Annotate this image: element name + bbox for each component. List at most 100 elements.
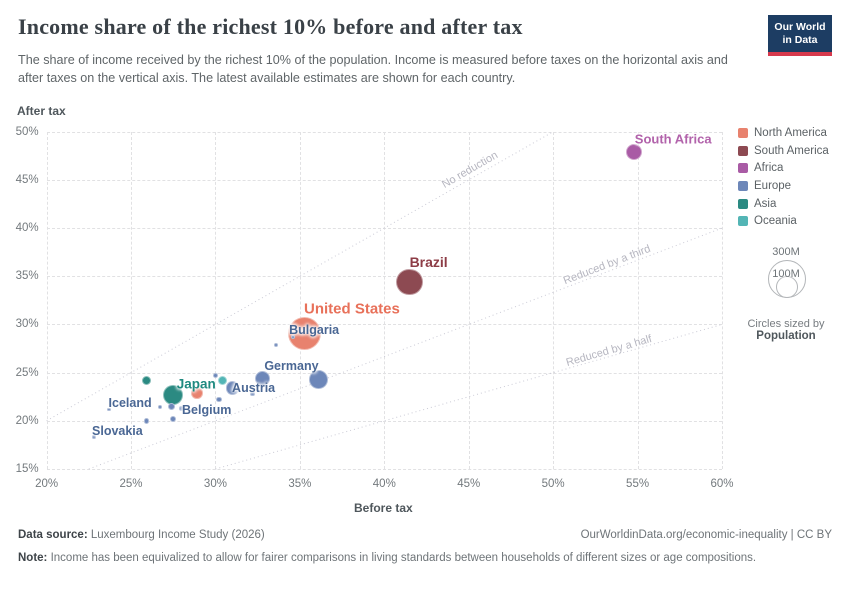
x-axis-title: Before tax	[354, 501, 413, 515]
country-label-brazil: Brazil	[409, 254, 448, 271]
legend-label: Europe	[754, 179, 792, 192]
gridline-x-50	[553, 131, 555, 469]
gridline-x-60	[722, 131, 723, 469]
legend-label: Africa	[754, 162, 784, 175]
legend-label: Oceania	[754, 215, 797, 228]
logo-line-2: in Data	[782, 33, 818, 46]
legend-item-south-america[interactable]: South America	[738, 142, 846, 160]
x-tick-label: 50%	[541, 478, 565, 490]
y-tick-label: 45%	[15, 173, 39, 186]
data-point-germany[interactable]	[309, 370, 328, 389]
logo-line-1: Our World	[774, 21, 826, 34]
x-tick-label: 35%	[288, 478, 312, 490]
legend-item-asia[interactable]: Asia	[738, 195, 846, 213]
gridline-y-15	[46, 469, 722, 470]
legend-item-oceania[interactable]: Oceania	[738, 212, 846, 230]
legend-label: South America	[754, 144, 829, 157]
data-point-north-america[interactable]	[191, 387, 203, 399]
legend-swatch	[738, 127, 748, 138]
gridline-y-35	[46, 276, 722, 278]
y-tick-label: 25%	[15, 366, 39, 379]
size-legend-caption: Circles sized by Population	[747, 318, 825, 342]
size-legend-small-label: 100M	[772, 268, 800, 280]
y-tick-label: 15%	[15, 463, 39, 475]
gridline-x-55	[637, 131, 639, 469]
data-point-europe[interactable]	[255, 370, 271, 386]
x-tick-label: 20%	[35, 478, 59, 490]
x-tick-label: 60%	[710, 478, 734, 490]
data-point-europe[interactable]	[225, 381, 240, 395]
data-point-iceland[interactable]	[107, 407, 111, 411]
country-label-united-states: United States	[304, 300, 400, 318]
data-point-europe[interactable]	[212, 373, 218, 379]
legend-swatch	[738, 180, 748, 191]
data-point-slovakia[interactable]	[92, 435, 96, 439]
data-point-europe[interactable]	[274, 342, 279, 347]
size-legend-big-label: 300M	[772, 246, 800, 258]
country-label-south-africa: South Africa	[634, 131, 712, 147]
country-label-bulgaria: Bulgaria	[289, 322, 340, 337]
gridline-x-30	[215, 131, 217, 469]
chart-subtitle: The share of income received by the rich…	[18, 53, 728, 85]
legend-item-africa[interactable]: Africa	[738, 159, 846, 177]
data-point-bulgaria[interactable]	[290, 334, 296, 340]
y-tick-label: 40%	[15, 222, 39, 235]
legend-label: Asia	[754, 197, 777, 210]
x-tick-label: 25%	[119, 478, 143, 490]
gridline-x-25	[131, 131, 133, 469]
legend-label: North America	[754, 126, 827, 139]
data-point-europe[interactable]	[157, 405, 162, 410]
region-legend: North America South America Africa Europe As…	[738, 124, 846, 230]
legend-swatch	[738, 216, 748, 227]
x-tick-label: 45%	[457, 478, 481, 490]
data-point-brazil[interactable]	[396, 268, 423, 296]
data-source: Data source: Luxembourg Income Study (20…	[18, 529, 265, 541]
y-tick-label: 50%	[15, 125, 39, 138]
gridline-x-45	[468, 131, 470, 469]
data-point-austria[interactable]	[250, 391, 255, 397]
data-point-oceania[interactable]	[217, 375, 227, 386]
data-point-europe[interactable]	[216, 396, 222, 403]
country-label-germany: Germany	[264, 359, 319, 374]
data-point-europe[interactable]	[170, 415, 177, 422]
y-tick-label: 30%	[15, 318, 39, 331]
country-label-belgium: Belgium	[182, 403, 232, 418]
footer-note: Note: Income has been equivalized to all…	[18, 552, 757, 564]
gridline-x-20	[46, 131, 48, 469]
page-title: Income share of the richest 10% before a…	[18, 14, 523, 39]
reference-line-label: No reduction	[440, 149, 501, 192]
legend-swatch	[738, 198, 748, 209]
legend-item-north-america[interactable]: North America	[738, 124, 846, 142]
data-point-belgium[interactable]	[179, 405, 184, 411]
x-tick-label: 40%	[372, 478, 396, 490]
gridline-y-45	[46, 179, 722, 181]
reference-line-label: Reduced by a half	[564, 333, 654, 370]
gridline-y-30	[46, 324, 722, 326]
country-label-iceland: Iceland	[108, 395, 152, 410]
footer-link[interactable]: OurWorldinData.org/economic-inequality |…	[580, 529, 832, 541]
data-point-united-states[interactable]	[288, 316, 322, 350]
legend-item-europe[interactable]: Europe	[738, 177, 846, 195]
legend-swatch	[738, 145, 748, 156]
gridline-y-40	[46, 228, 722, 230]
legend-swatch	[738, 163, 748, 174]
gridline-y-25	[46, 372, 722, 374]
y-axis-title: After tax	[17, 104, 66, 118]
data-point-europe[interactable]	[167, 402, 176, 411]
data-point-south-africa[interactable]	[625, 143, 643, 161]
y-tick-label: 20%	[15, 414, 39, 427]
gridline-y-50	[46, 131, 722, 133]
size-legend: 300M 100M Circles sized by Population	[738, 246, 834, 342]
x-tick-label: 30%	[203, 478, 227, 490]
size-legend-small-circle	[776, 276, 798, 298]
country-label-slovakia: Slovakia	[92, 424, 143, 439]
data-point-europe[interactable]	[143, 418, 149, 424]
reference-line-label: Reduced by a third	[561, 242, 653, 287]
owid-logo[interactable]: Our World in Data	[768, 15, 832, 56]
country-label-japan: Japan	[176, 376, 216, 392]
gridline-x-35	[299, 131, 301, 469]
data-point-asia[interactable]	[141, 375, 151, 385]
x-tick-label: 55%	[626, 478, 650, 490]
